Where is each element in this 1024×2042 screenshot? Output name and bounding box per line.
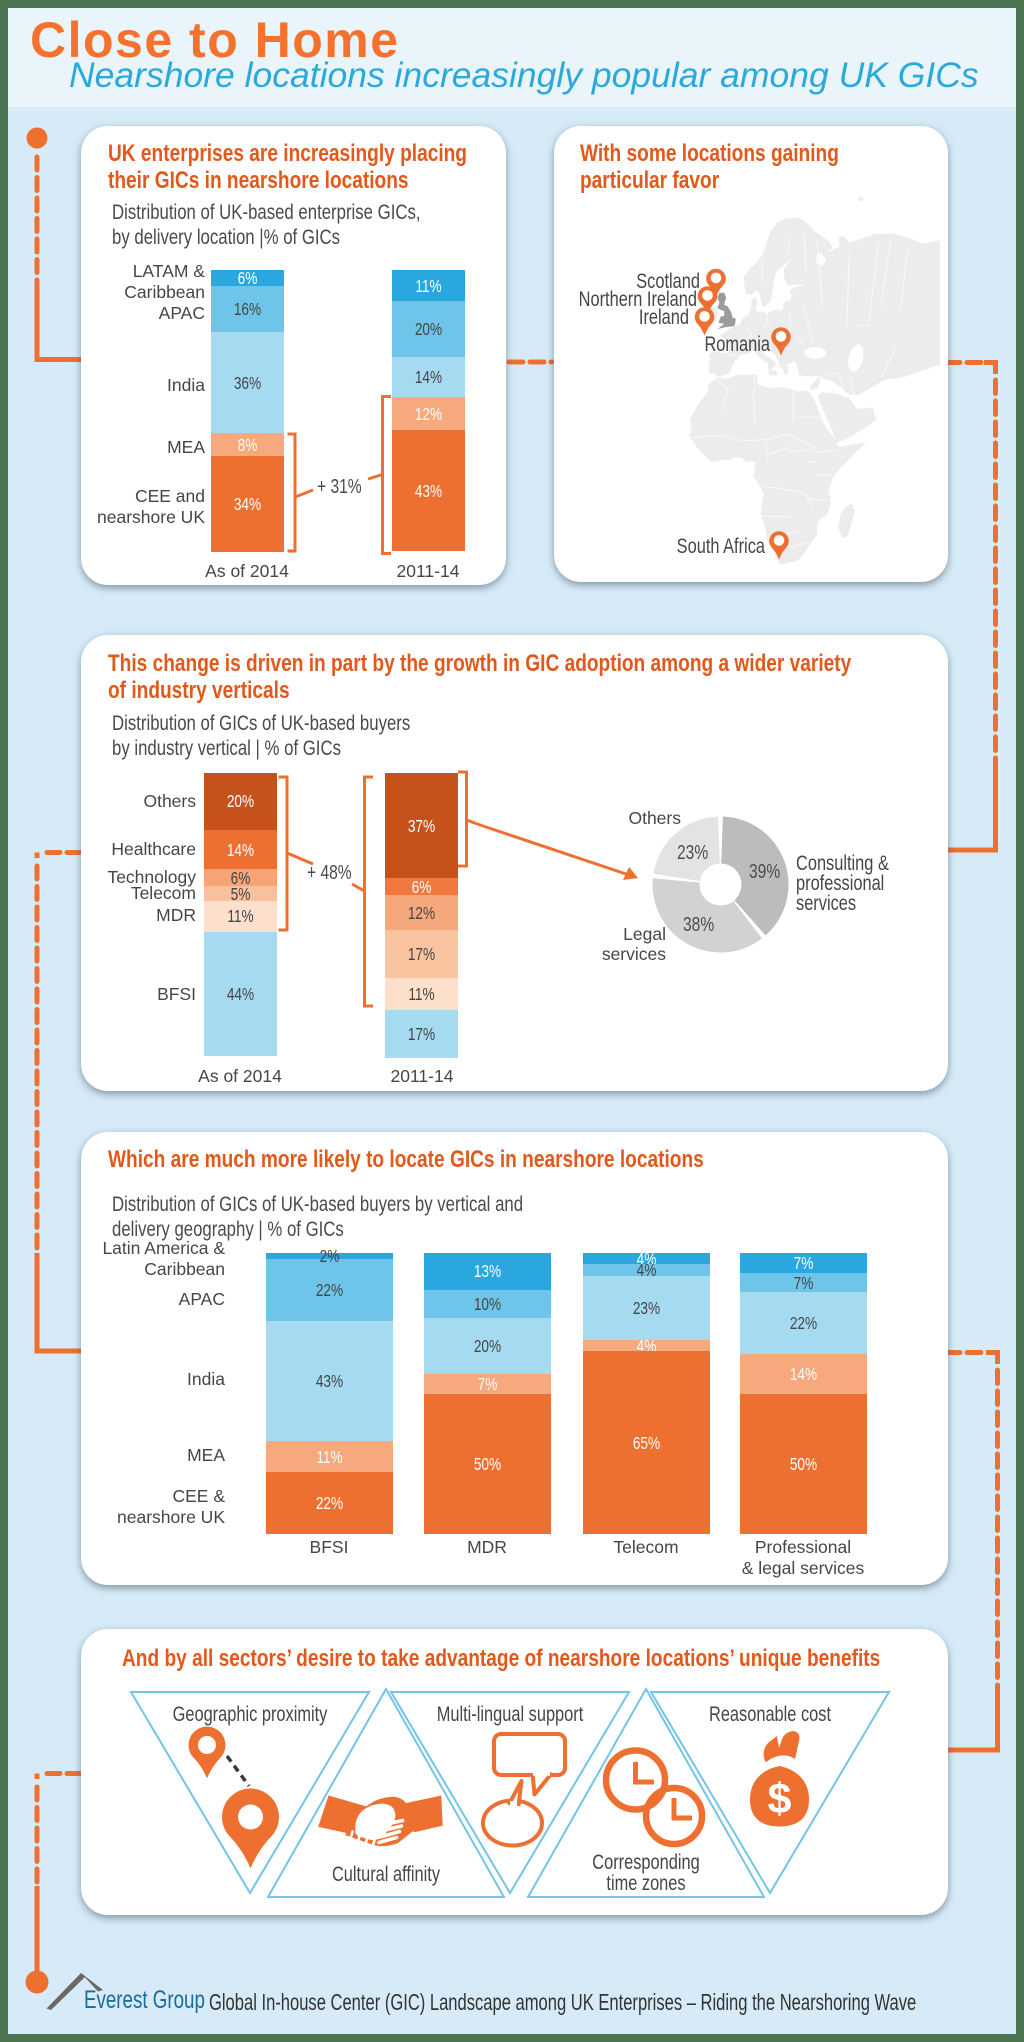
svg-text:$: $	[768, 1775, 792, 1823]
